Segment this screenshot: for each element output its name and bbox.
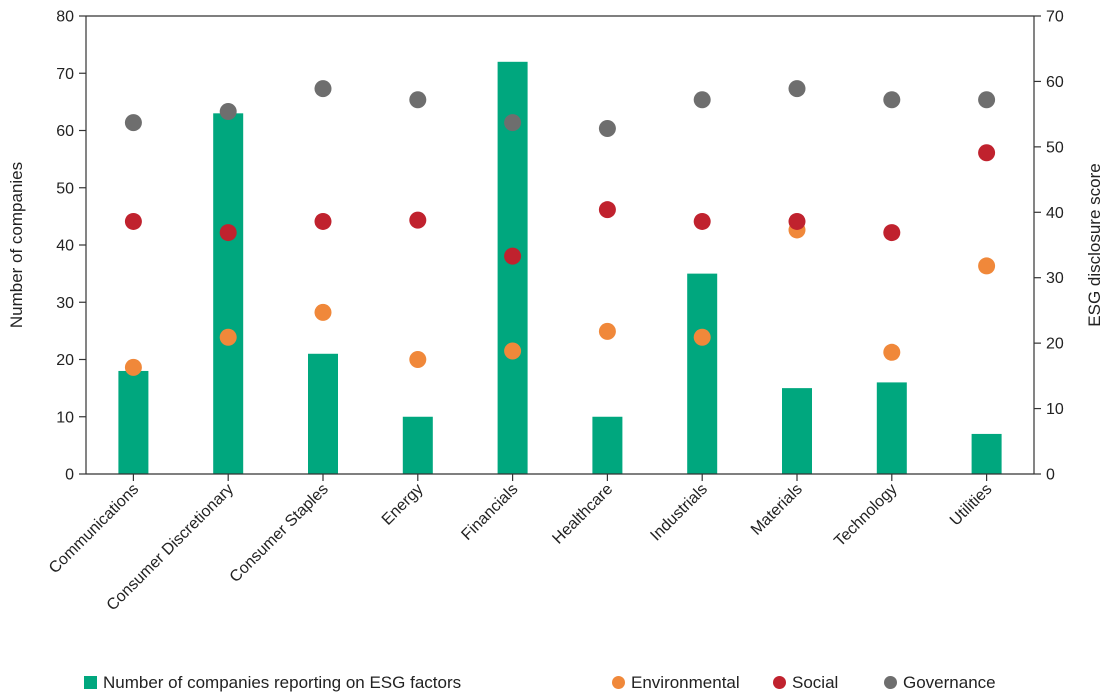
social-point xyxy=(788,212,806,230)
left-tick-label: 60 xyxy=(56,123,74,140)
right-tick-label: 0 xyxy=(1046,467,1055,484)
left-tick-label: 20 xyxy=(56,352,74,369)
right-tick-label: 20 xyxy=(1046,336,1064,353)
bar-industrials xyxy=(687,273,718,474)
governance-point xyxy=(124,114,142,132)
left-tick-label: 70 xyxy=(56,66,74,83)
category-label: Financials xyxy=(458,481,521,544)
social-point xyxy=(124,212,142,230)
legend-swatch-environmental xyxy=(612,676,625,689)
social-point xyxy=(219,224,237,242)
right-axis-title: ESG disclosure score xyxy=(1085,163,1104,326)
legend-swatch-number-of-companies-reporting-on-esg-factors xyxy=(84,676,97,689)
bar-utilities xyxy=(971,433,1002,474)
bar-consumer-discretionary xyxy=(213,113,244,474)
category-label: Energy xyxy=(379,481,427,529)
category-label: Healthcare xyxy=(549,481,616,548)
right-tick-label: 40 xyxy=(1046,205,1064,222)
category-label: Technology xyxy=(831,481,900,550)
environmental-point xyxy=(409,351,427,368)
bar-consumer-staples xyxy=(308,353,338,474)
bar-healthcare xyxy=(592,416,623,474)
environmental-point xyxy=(219,328,237,346)
governance-point xyxy=(219,103,237,121)
bar-communications xyxy=(118,370,149,474)
governance-point xyxy=(504,114,522,132)
environmental-point xyxy=(693,328,711,346)
environmental-point xyxy=(598,322,616,340)
right-tick-label: 60 xyxy=(1046,74,1064,91)
social-point xyxy=(314,212,332,230)
legend-label-number-of-companies-reporting-on-esg-factors: Number of companies reporting on ESG fac… xyxy=(103,673,461,692)
governance-point xyxy=(314,80,332,98)
legend-swatch-governance xyxy=(884,676,897,689)
governance-point xyxy=(693,91,711,109)
social-point xyxy=(409,211,427,229)
left-tick-label: 80 xyxy=(56,9,74,26)
bar-materials xyxy=(782,388,812,474)
governance-point xyxy=(883,91,901,109)
social-point xyxy=(504,247,522,265)
category-label: Communications xyxy=(46,481,142,577)
legend-swatch-social xyxy=(773,676,786,689)
environmental-point xyxy=(124,358,142,376)
category-label: Materials xyxy=(748,481,806,539)
left-axis-title: Number of companies xyxy=(7,162,26,328)
bar-energy xyxy=(402,416,433,474)
legend-label-environmental: Environmental xyxy=(631,673,740,692)
left-tick-label: 10 xyxy=(56,409,74,426)
legend-label-governance: Governance xyxy=(903,673,996,692)
category-label: Industrials xyxy=(647,481,711,545)
environmental-point xyxy=(978,257,996,275)
governance-point xyxy=(978,91,996,109)
category-label: Consumer Staples xyxy=(227,481,332,586)
right-tick-label: 10 xyxy=(1046,401,1064,418)
social-point xyxy=(978,144,996,162)
environmental-point xyxy=(314,303,332,321)
governance-point xyxy=(409,91,427,109)
right-tick-label: 30 xyxy=(1046,270,1064,287)
left-tick-label: 50 xyxy=(56,180,74,197)
left-tick-label: 40 xyxy=(56,238,74,255)
left-tick-label: 0 xyxy=(65,467,74,484)
bar-technology xyxy=(876,382,907,474)
social-point xyxy=(598,201,616,219)
right-tick-label: 50 xyxy=(1046,139,1064,156)
right-tick-label: 70 xyxy=(1046,9,1064,26)
governance-point xyxy=(598,120,616,138)
legend-label-social: Social xyxy=(792,673,838,692)
category-label: Utilities xyxy=(947,481,995,529)
social-point xyxy=(693,212,711,230)
environmental-point xyxy=(883,343,901,361)
environmental-point xyxy=(504,342,522,360)
governance-point xyxy=(788,80,806,98)
left-tick-label: 30 xyxy=(56,295,74,312)
social-point xyxy=(883,224,901,242)
